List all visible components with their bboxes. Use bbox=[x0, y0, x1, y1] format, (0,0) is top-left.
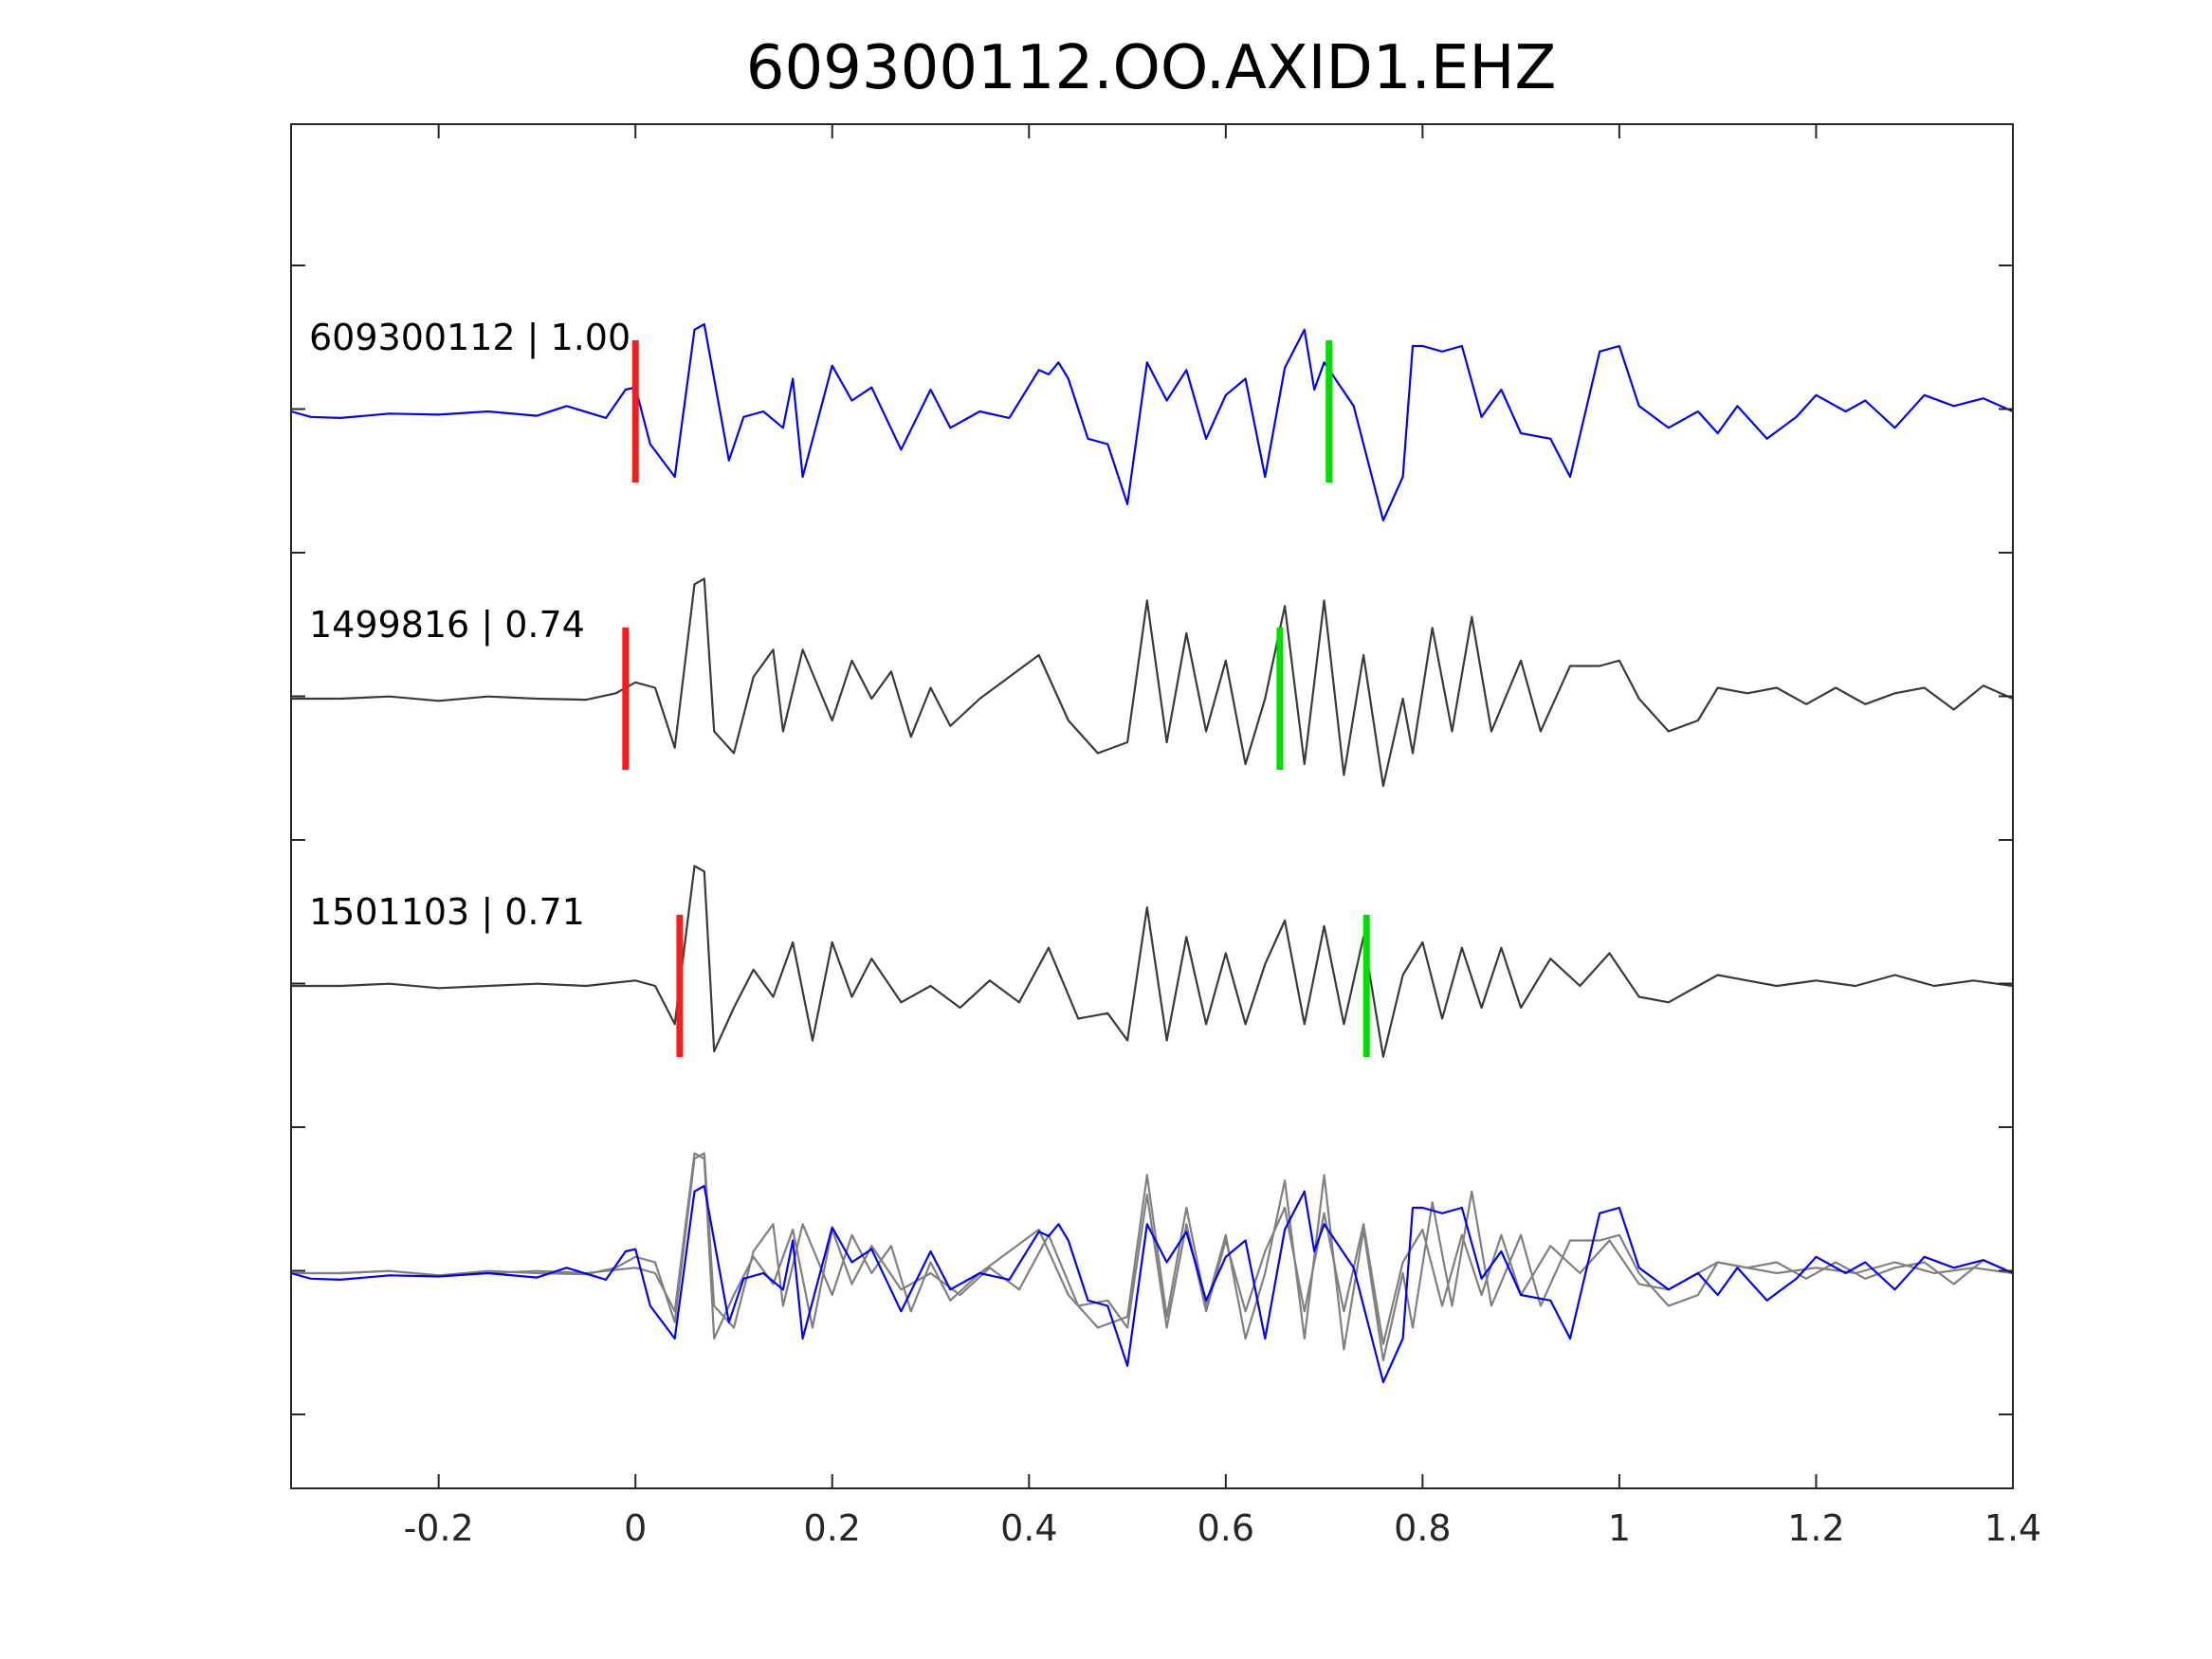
x-tick-label: 0.4 bbox=[1000, 1507, 1057, 1549]
chart-title: 609300112.OO.AXID1.EHZ bbox=[746, 33, 1557, 103]
x-tick-label: -0.2 bbox=[404, 1507, 474, 1549]
trace-labels: 609300112 | 1.00 1499816 | 0.74 1501103 | … bbox=[309, 317, 631, 934]
trace-3-waveform bbox=[291, 865, 2014, 1058]
overlay-template-waveform bbox=[290, 1184, 2014, 1384]
x-tick-label: 1.2 bbox=[1787, 1507, 1844, 1549]
picks-layer bbox=[622, 340, 1370, 1057]
x-tick-label: 1 bbox=[1608, 1507, 1631, 1549]
overlay-detection-waveform bbox=[291, 1152, 2014, 1362]
x-tick-label: 0 bbox=[624, 1507, 647, 1549]
x-tick-label: 0.2 bbox=[804, 1507, 861, 1549]
x-tick-label: 0.6 bbox=[1197, 1507, 1254, 1549]
trace-1-label: 609300112 | 1.00 bbox=[309, 317, 631, 359]
plot-frame bbox=[290, 123, 2014, 1489]
axis-ticks bbox=[291, 124, 2014, 1488]
trace-1-waveform bbox=[290, 322, 2014, 522]
trace-2-waveform bbox=[291, 577, 2014, 788]
x-tick-label: 1.4 bbox=[1984, 1507, 2041, 1549]
traces-layer bbox=[290, 322, 2014, 1384]
trace-3-label: 1501103 | 0.71 bbox=[309, 891, 585, 934]
x-tick-labels: -0.2 0 0.2 0.4 0.6 0.8 1 1.2 1.4 bbox=[404, 1507, 2042, 1549]
x-tick-label: 0.8 bbox=[1394, 1507, 1451, 1549]
trace-2-label: 1499816 | 0.74 bbox=[309, 604, 585, 647]
overlay-detection-waveform bbox=[291, 1152, 2014, 1345]
